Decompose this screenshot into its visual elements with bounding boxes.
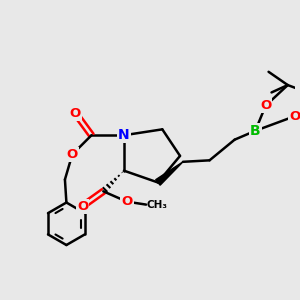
Text: CH₃: CH₃ — [147, 200, 168, 210]
Text: O: O — [77, 200, 88, 213]
Text: O: O — [67, 148, 78, 161]
Text: O: O — [70, 106, 81, 120]
Polygon shape — [156, 162, 183, 185]
Text: O: O — [121, 195, 133, 208]
Text: O: O — [260, 99, 271, 112]
Text: B: B — [250, 124, 261, 138]
Text: N: N — [118, 128, 130, 142]
Text: O: O — [290, 110, 300, 123]
